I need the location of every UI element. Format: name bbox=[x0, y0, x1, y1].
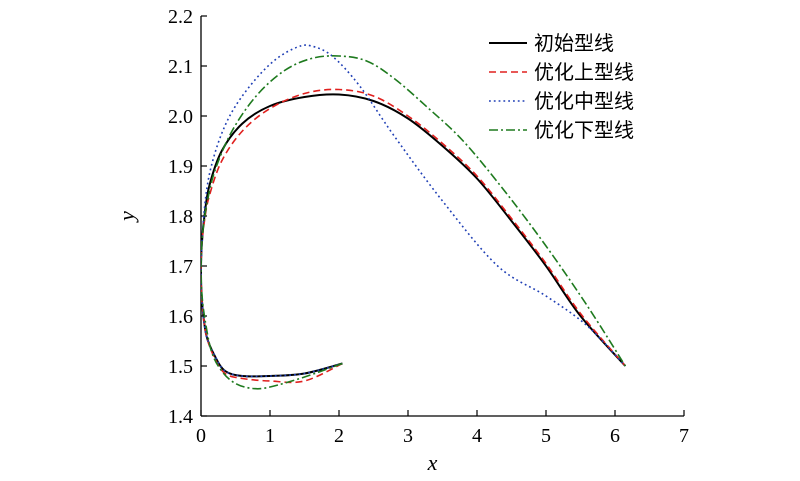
y-tick-label: 1.6 bbox=[168, 306, 193, 328]
legend-label-4: 优化下型线 bbox=[534, 118, 634, 142]
y-tick-label: 2.2 bbox=[168, 6, 193, 28]
x-tick-label: 0 bbox=[196, 425, 206, 447]
x-tick-label: 2 bbox=[334, 425, 344, 447]
series-line-3 bbox=[201, 44, 626, 378]
legend-label-1: 初始型线 bbox=[534, 31, 614, 55]
x-axis-label: x bbox=[427, 450, 438, 475]
y-tick-label: 1.8 bbox=[168, 206, 193, 228]
y-tick-label: 1.5 bbox=[168, 356, 193, 378]
series-layer bbox=[201, 44, 627, 390]
y-tick-label: 1.4 bbox=[168, 406, 193, 428]
x-tick-label: 5 bbox=[541, 425, 551, 447]
legend-label-2: 优化上型线 bbox=[534, 60, 634, 84]
y-tick-label: 1.7 bbox=[168, 256, 193, 278]
series-line-2 bbox=[201, 88, 626, 384]
legend-label-3: 优化中型线 bbox=[534, 89, 634, 113]
series-line-1 bbox=[201, 93, 627, 378]
y-tick-label: 2.0 bbox=[168, 106, 193, 128]
x-tick-label: 4 bbox=[472, 425, 482, 447]
x-tick-label: 3 bbox=[403, 425, 413, 447]
series-line-4 bbox=[201, 55, 627, 390]
x-tick-label: 1 bbox=[265, 425, 275, 447]
x-tick-label: 7 bbox=[679, 425, 689, 447]
axes: 0 1 2 3 4 5 6 7 1.4 1.5 1.6 1.7 1.8 1.9 2.0 2.1 2.2 bbox=[168, 6, 689, 447]
y-axis-label: y bbox=[114, 211, 139, 223]
y-tick-label: 1.9 bbox=[168, 156, 193, 178]
y-tick-label: 2.1 bbox=[168, 56, 193, 78]
x-tick-label: 6 bbox=[610, 425, 620, 447]
